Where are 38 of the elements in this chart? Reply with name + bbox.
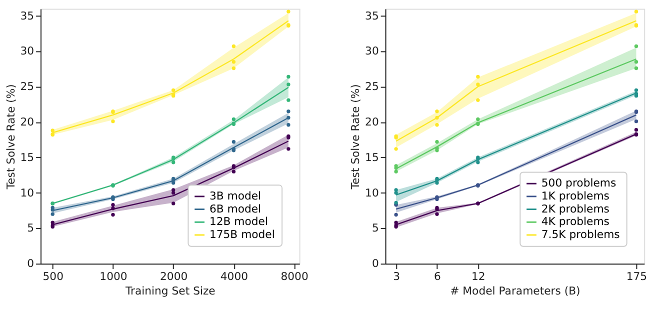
y-tick-label: 30 <box>365 44 379 58</box>
legend-label: 1K problems <box>541 189 610 202</box>
x-tick-label: 12 <box>472 270 486 283</box>
y-tick-label: 30 <box>20 44 34 58</box>
x-tick-label: 6 <box>434 270 442 283</box>
y-tick-label: 0 <box>27 257 34 270</box>
x-axis-title: Training Set Size <box>124 284 216 298</box>
y-tick-label: 15 <box>20 150 34 164</box>
x-tick-label: 4000 <box>220 270 248 283</box>
legend-label: 500 problems <box>541 176 616 190</box>
y-tick-label: 35 <box>20 9 34 22</box>
y-tick-label: 15 <box>365 150 379 164</box>
y-axis-title: Test Solve Rate (%) <box>4 84 18 190</box>
y-tick-label: 5 <box>372 222 379 235</box>
x-tick-label: 8000 <box>280 270 308 283</box>
legend-label: 175B model <box>209 228 275 241</box>
y-axis-title: Test Solve Rate (%) <box>349 84 362 190</box>
y-tick-label: 0 <box>372 257 379 270</box>
y-tick-label: 35 <box>365 9 379 22</box>
y-tick-label: 20 <box>20 115 34 128</box>
y-tick-label: 20 <box>365 115 379 128</box>
legend-label: 6B model <box>209 202 262 216</box>
legend-label: 7.5K problems <box>541 228 620 241</box>
x-tick-label: 500 <box>42 270 64 283</box>
legend-label: 2K problems <box>541 202 610 216</box>
x-tick-label: 2000 <box>160 270 188 283</box>
y-tick-label: 25 <box>20 80 34 94</box>
y-tick-label: 5 <box>27 222 34 235</box>
legend-label: 3B model <box>209 189 262 202</box>
x-axis-title: # Model Parameters (B) <box>450 284 580 298</box>
y-tick-label: 10 <box>365 186 379 200</box>
y-tick-label: 10 <box>20 186 34 200</box>
x-tick-label: 1000 <box>100 270 128 283</box>
legend-label: 4K problems <box>541 215 610 228</box>
legend-label: 12B model <box>209 215 268 228</box>
x-tick-label: 175 <box>626 270 648 283</box>
x-tick-label: 3 <box>393 270 400 283</box>
y-tick-label: 25 <box>365 80 379 94</box>
